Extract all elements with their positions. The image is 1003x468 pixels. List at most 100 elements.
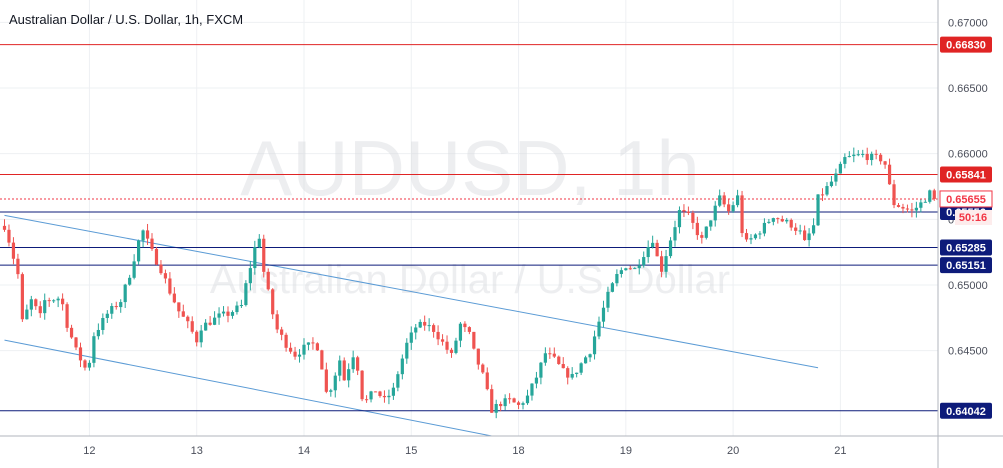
resistance-label: 0.66830 xyxy=(946,40,986,52)
candle-bull xyxy=(619,270,623,274)
candle-bull xyxy=(834,173,838,182)
candle-bull xyxy=(123,284,127,303)
candle-bull xyxy=(427,325,431,327)
candle-bull xyxy=(668,240,673,257)
candle-bull xyxy=(338,360,342,376)
candle-bull xyxy=(673,227,677,241)
candle-bear xyxy=(887,164,892,185)
candle-bear xyxy=(820,194,825,196)
candle-bull xyxy=(852,154,856,157)
candle-bear xyxy=(628,268,632,270)
candle-bull xyxy=(825,186,829,195)
candle-bull xyxy=(843,157,847,164)
candle-bear xyxy=(74,337,78,348)
candle-bull xyxy=(132,261,136,278)
candle-bull xyxy=(637,265,641,269)
candle-bear xyxy=(145,230,150,239)
candle-bull xyxy=(539,362,543,378)
candle-bear xyxy=(901,206,905,209)
candle-bear xyxy=(69,327,74,338)
y-tick-label: 0.66500 xyxy=(948,83,988,95)
candle-bear xyxy=(61,298,65,305)
candle-bear xyxy=(83,360,87,368)
candle-bear xyxy=(794,227,798,231)
candle-bull xyxy=(633,268,637,270)
candle-bull xyxy=(235,305,239,313)
support-label-box xyxy=(940,402,992,419)
candle-bear xyxy=(423,321,427,326)
candle-bull xyxy=(105,313,109,319)
candle-bear xyxy=(516,402,521,405)
candle-bull xyxy=(329,390,333,392)
candle-bull xyxy=(333,375,337,391)
y-tick-label: 0.66000 xyxy=(948,149,988,161)
candle-bear xyxy=(364,399,369,401)
candle-bull xyxy=(405,342,409,359)
candle-bull xyxy=(735,195,740,206)
candle-bear xyxy=(659,256,664,272)
candle-bear xyxy=(177,302,181,312)
candle-bear xyxy=(342,360,346,381)
candle-bull xyxy=(56,298,60,301)
candle-bear xyxy=(481,364,485,373)
candle-bull xyxy=(454,340,458,353)
candle-bear xyxy=(691,212,695,223)
candle-bear xyxy=(226,311,230,316)
candle-bull xyxy=(494,403,498,413)
candle-bull xyxy=(96,329,100,337)
candle-bull xyxy=(230,312,235,316)
candle-bull xyxy=(347,369,351,381)
candle-bull xyxy=(923,201,927,203)
candle-bull xyxy=(534,377,539,384)
channel-lower-line xyxy=(4,339,492,437)
candle-bull xyxy=(414,327,418,333)
candle-bull xyxy=(847,156,851,158)
candle-bull xyxy=(369,391,373,400)
candle-bull xyxy=(785,219,789,222)
candle-bear xyxy=(356,357,360,371)
candle-bull xyxy=(137,240,141,262)
candle-bear xyxy=(150,238,154,249)
resistance-label-box xyxy=(940,166,992,183)
candle-bull xyxy=(199,330,203,343)
candle-bear xyxy=(561,364,565,369)
countdown-box xyxy=(955,209,992,225)
horizontal-levels xyxy=(0,44,938,412)
candle-bull xyxy=(302,344,306,355)
candle-bull xyxy=(409,332,413,343)
candle-bear xyxy=(789,219,793,228)
candle-bull xyxy=(584,357,588,364)
candle-bull xyxy=(646,247,650,258)
candle-bear xyxy=(2,225,7,230)
y-tick-label: 0.64500 xyxy=(948,346,988,358)
candle-bear xyxy=(892,184,896,206)
candle-bear xyxy=(262,238,266,272)
candle-bull xyxy=(253,247,257,269)
candle-bear xyxy=(47,300,51,302)
resistance-label-box xyxy=(940,36,992,53)
candle-bear xyxy=(449,349,454,353)
candle-bear xyxy=(154,248,159,265)
candle-bear xyxy=(266,271,270,290)
candle-bear xyxy=(16,258,20,275)
candle-bull xyxy=(718,195,722,206)
support-label-box xyxy=(940,257,992,274)
candle-bear xyxy=(311,342,315,344)
candle-bull xyxy=(543,353,547,363)
candle-bull xyxy=(624,268,628,271)
y-tick-label: 0.65000 xyxy=(948,280,988,292)
chart-title: Australian Dollar / U.S. Dollar, 1h, FXC… xyxy=(9,12,244,27)
price-axis: 0.645000.650000.655000.660000.665000.670… xyxy=(937,0,988,468)
candle-bull xyxy=(418,321,422,328)
candle-bull xyxy=(52,300,56,302)
candle-bull xyxy=(128,277,132,285)
candle-bear xyxy=(727,204,731,212)
candle-bull xyxy=(677,210,682,228)
candle-bull xyxy=(396,374,400,388)
candle-bear xyxy=(744,233,749,240)
candle-bull xyxy=(651,242,655,248)
candle-bull xyxy=(767,221,771,223)
candle-bear xyxy=(315,343,319,351)
candle-bear xyxy=(436,331,440,340)
